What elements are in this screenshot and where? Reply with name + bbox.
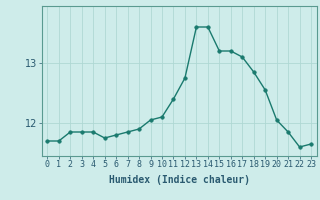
X-axis label: Humidex (Indice chaleur): Humidex (Indice chaleur)	[109, 175, 250, 185]
